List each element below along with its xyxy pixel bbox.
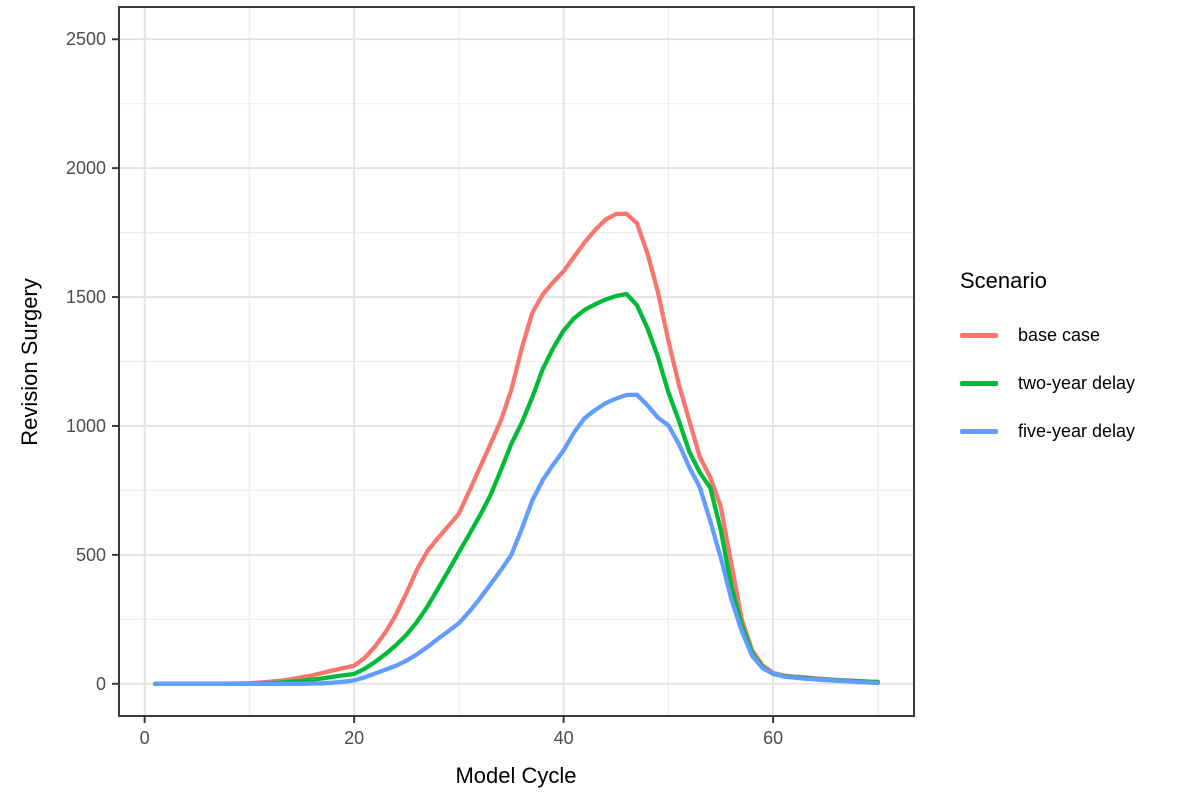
x-tick-label: 20 — [344, 728, 364, 748]
legend-item-two-year-delay: two-year delay — [960, 368, 1135, 398]
y-tick-label: 1000 — [66, 416, 106, 436]
x-tick-label: 0 — [140, 728, 150, 748]
y-tick-label: 2500 — [66, 29, 106, 49]
legend-label: two-year delay — [1018, 372, 1136, 393]
legend-key-line-icon — [960, 332, 998, 338]
legend-item-five-year-delay: five-year delay — [960, 416, 1135, 446]
legend-item-base-case: base case — [960, 320, 1135, 350]
major-gridlines — [119, 7, 914, 716]
legend-label: five-year delay — [1018, 420, 1136, 441]
legend: Scenario base case two-year delay five-y… — [960, 268, 1135, 464]
y-tick-label: 1500 — [66, 287, 106, 307]
y-tick-label: 2000 — [66, 158, 106, 178]
x-tick-label: 40 — [554, 728, 574, 748]
series-line-five-year-delay — [152, 392, 881, 686]
legend-key-line-icon — [960, 380, 998, 386]
series-lines — [152, 211, 881, 686]
minor-gridlines — [119, 7, 914, 716]
x-tick-label: 60 — [763, 728, 783, 748]
x-axis-title: Model Cycle — [455, 763, 577, 788]
legend-key-line-icon — [960, 428, 998, 434]
axes: 0 20 40 60 0 500 1000 1500 2000 2500 — [66, 29, 783, 748]
legend-label: base case — [1018, 324, 1101, 345]
y-axis-title: Revision Surgery — [17, 278, 42, 446]
panel-border — [118, 6, 915, 717]
legend-title: Scenario — [960, 268, 1047, 293]
y-tick-label: 500 — [76, 545, 106, 565]
y-tick-label: 0 — [96, 674, 106, 694]
